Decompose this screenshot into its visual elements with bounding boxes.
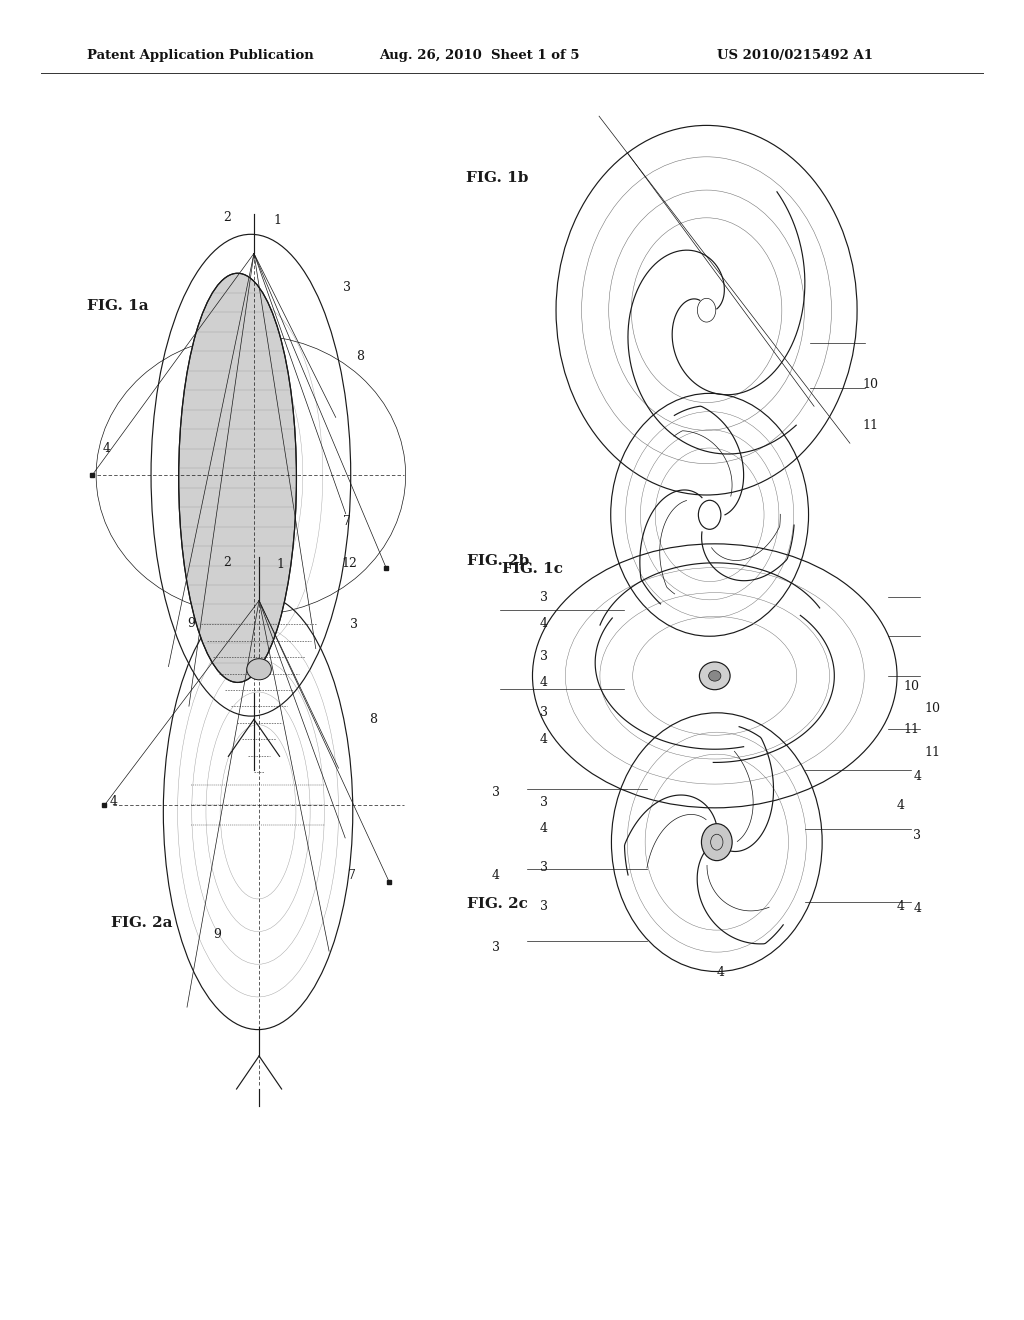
Text: 3: 3 — [350, 618, 358, 631]
Text: 3: 3 — [540, 900, 548, 913]
Text: FIG. 2a: FIG. 2a — [111, 916, 172, 929]
Text: Aug. 26, 2010  Sheet 1 of 5: Aug. 26, 2010 Sheet 1 of 5 — [379, 49, 580, 62]
Text: 1: 1 — [273, 214, 282, 227]
Text: 3: 3 — [913, 829, 922, 842]
Text: 2: 2 — [223, 211, 231, 224]
Ellipse shape — [178, 273, 297, 682]
Text: 4: 4 — [913, 902, 922, 915]
Text: 8: 8 — [356, 350, 365, 363]
Text: FIG. 2c: FIG. 2c — [467, 898, 527, 911]
Ellipse shape — [247, 659, 271, 680]
Text: 11: 11 — [903, 723, 920, 737]
Text: 4: 4 — [492, 869, 500, 882]
Text: 3: 3 — [540, 796, 548, 809]
Text: 7: 7 — [343, 515, 351, 528]
Text: US 2010/0215492 A1: US 2010/0215492 A1 — [717, 49, 872, 62]
Text: 10: 10 — [862, 378, 879, 391]
Text: 3: 3 — [492, 941, 500, 954]
Text: 4: 4 — [540, 616, 548, 630]
Text: Patent Application Publication: Patent Application Publication — [87, 49, 313, 62]
Text: 11: 11 — [925, 746, 941, 759]
Text: 7: 7 — [348, 869, 356, 882]
Ellipse shape — [699, 663, 730, 689]
Ellipse shape — [701, 824, 732, 861]
Text: 4: 4 — [102, 442, 111, 455]
Text: 3: 3 — [540, 706, 548, 719]
Text: 4: 4 — [913, 770, 922, 783]
Text: 4: 4 — [717, 966, 725, 979]
Text: 4: 4 — [110, 795, 118, 808]
Text: 4: 4 — [897, 900, 905, 913]
Text: 11: 11 — [862, 418, 879, 432]
Text: 2: 2 — [223, 556, 231, 569]
Text: 9: 9 — [213, 928, 221, 941]
Ellipse shape — [709, 671, 721, 681]
Text: 4: 4 — [540, 733, 548, 746]
Text: 12: 12 — [341, 557, 357, 570]
Text: 1: 1 — [276, 558, 285, 572]
Text: 3: 3 — [540, 591, 548, 605]
Text: 3: 3 — [540, 649, 548, 663]
Text: 4: 4 — [897, 799, 905, 812]
Text: 3: 3 — [343, 281, 351, 294]
Text: 3: 3 — [492, 785, 500, 799]
Text: FIG. 2b: FIG. 2b — [467, 554, 529, 568]
Text: FIG. 1a: FIG. 1a — [87, 300, 148, 313]
Text: 4: 4 — [540, 676, 548, 689]
Text: FIG. 1b: FIG. 1b — [466, 172, 528, 185]
Text: 10: 10 — [903, 680, 920, 693]
Text: 9: 9 — [187, 616, 196, 630]
Text: FIG. 1c: FIG. 1c — [502, 562, 563, 576]
Text: 3: 3 — [540, 861, 548, 874]
Text: 4: 4 — [540, 822, 548, 836]
Text: 8: 8 — [369, 713, 377, 726]
Text: 10: 10 — [925, 702, 941, 715]
